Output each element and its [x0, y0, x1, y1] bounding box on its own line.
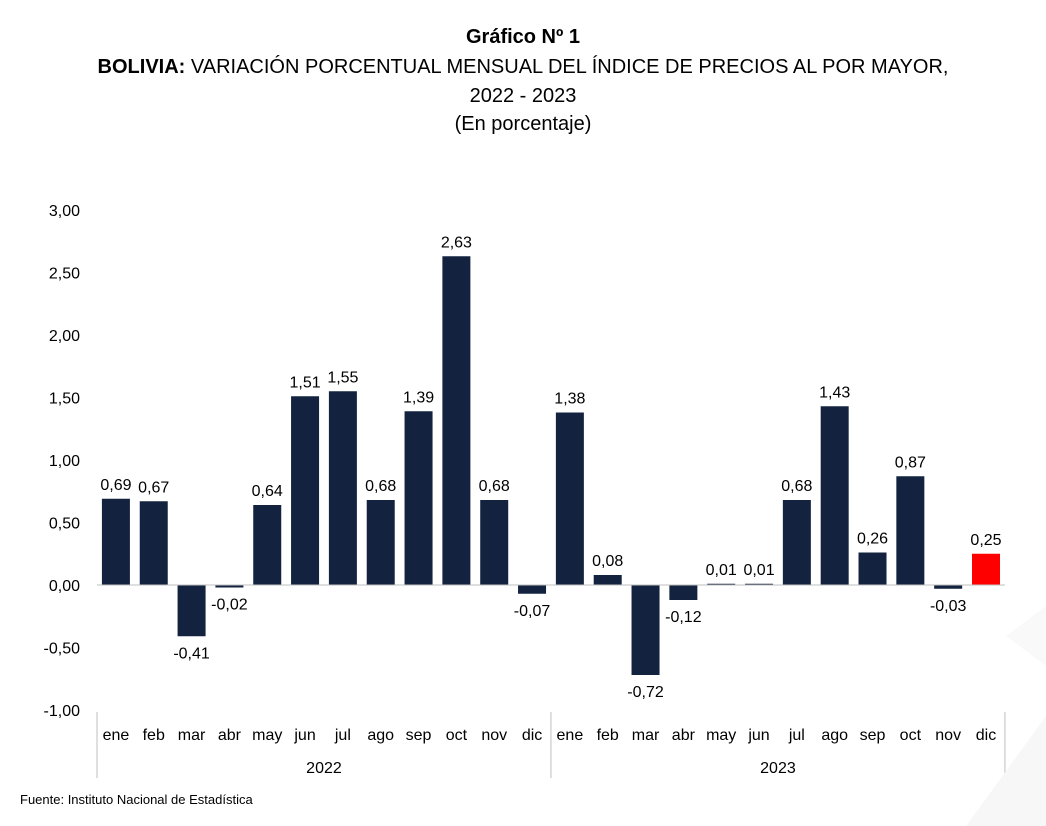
x-tick-label: feb	[143, 727, 165, 744]
bar	[631, 585, 660, 675]
y-tick-label: 1,00	[49, 453, 80, 470]
x-tick-label: jun	[293, 727, 315, 744]
bar-value-label: 0,68	[479, 478, 510, 495]
x-tick-label: oct	[446, 727, 468, 744]
bar	[177, 585, 206, 637]
x-tick-label: dic	[976, 727, 996, 744]
bar	[101, 498, 130, 585]
bar-value-label: -0,03	[930, 598, 967, 615]
year-group-label: 2023	[760, 760, 796, 777]
bar	[782, 500, 811, 585]
bar	[291, 396, 320, 585]
bar	[593, 575, 622, 585]
x-tick-label: mar	[178, 727, 206, 744]
bar-value-label: 1,51	[289, 374, 320, 391]
bar-value-label: 0,25	[970, 532, 1001, 549]
y-tick-label: -0,50	[44, 641, 81, 658]
chart-period: 2022 - 2023	[469, 85, 577, 107]
y-tick-label: -1,00	[44, 703, 81, 720]
x-tick-label: sep	[406, 727, 432, 744]
x-tick-label: ene	[557, 727, 584, 744]
bar	[518, 585, 547, 594]
bar-value-label: 0,68	[365, 478, 396, 495]
bar-value-label: -0,12	[665, 609, 702, 626]
y-tick-label: 0,00	[49, 578, 80, 595]
x-tick-label: abr	[672, 727, 696, 744]
bar-value-label: -0,02	[211, 597, 248, 614]
x-tick-label: mar	[632, 727, 660, 744]
y-tick-label: 2,00	[49, 328, 80, 345]
x-tick-label: ago	[367, 727, 394, 744]
bar	[669, 585, 698, 600]
bar	[858, 552, 887, 585]
x-tick-label: oct	[900, 727, 922, 744]
bar	[745, 583, 774, 585]
chart-title: Gráfico Nº 1	[465, 26, 580, 48]
bar	[972, 553, 1001, 585]
x-tick-label: abr	[218, 727, 242, 744]
x-tick-label: may	[706, 727, 736, 744]
bar	[404, 411, 433, 585]
y-tick-label: 3,00	[49, 203, 80, 220]
chart-subtitle-text: VARIACIÓN PORCENTUAL MENSUAL DEL ÍNDICE …	[185, 56, 949, 78]
bar	[328, 391, 357, 585]
x-tick-label: ago	[821, 727, 848, 744]
bar	[215, 585, 244, 588]
x-tick-label: ene	[103, 727, 130, 744]
x-tick-label: jun	[747, 727, 769, 744]
bar	[707, 583, 736, 585]
bar	[442, 256, 471, 585]
bar-value-label: 1,55	[327, 369, 358, 386]
bar-value-label: 0,64	[252, 483, 283, 500]
x-tick-label: dic	[522, 727, 542, 744]
bar-value-label: 0,67	[138, 479, 169, 496]
bar-value-label: 1,39	[403, 389, 434, 406]
bar-value-label: 0,08	[592, 553, 623, 570]
bar-value-label: 0,01	[743, 562, 774, 579]
bar-value-label: -0,72	[627, 684, 664, 701]
year-group-label: 2022	[306, 760, 342, 777]
x-tick-label: jul	[788, 727, 805, 744]
bar-value-label: -0,41	[173, 645, 210, 662]
bar	[934, 585, 963, 589]
y-tick-label: 0,50	[49, 516, 80, 533]
bar	[139, 501, 168, 585]
bar-value-label: 0,87	[895, 454, 926, 471]
bar-value-label: 0,69	[100, 477, 131, 494]
bar-value-label: 0,26	[857, 531, 888, 548]
bar	[253, 505, 282, 585]
bar-value-label: 2,63	[441, 234, 472, 251]
bar	[896, 476, 925, 585]
bar	[366, 500, 395, 585]
bar-value-label: 0,68	[781, 478, 812, 495]
x-tick-label: nov	[935, 727, 961, 744]
bar-value-label: 1,43	[819, 384, 850, 401]
chart-units: (En porcentaje)	[454, 113, 592, 135]
chart-subtitle-country: BOLIVIA:	[97, 56, 186, 78]
bar	[480, 500, 509, 585]
decorative-corner-shape	[966, 606, 1046, 826]
source-note: Fuente: Instituto Nacional de Estadístic…	[20, 792, 253, 807]
chart-header: Gráfico Nº 1 BOLIVIA: VARIACIÓN PORCENTU…	[0, 22, 1046, 138]
bar	[555, 412, 584, 585]
bar	[820, 406, 849, 585]
x-tick-label: feb	[597, 727, 619, 744]
x-tick-label: jul	[334, 727, 351, 744]
y-tick-label: 2,50	[49, 266, 80, 283]
x-tick-label: sep	[860, 727, 886, 744]
bar-value-label: 0,01	[706, 562, 737, 579]
y-tick-label: 1,50	[49, 391, 80, 408]
chart-subtitle: BOLIVIA: VARIACIÓN PORCENTUAL MENSUAL DE…	[0, 52, 1046, 82]
bar-value-label: 1,38	[554, 391, 585, 408]
bar-value-label: -0,07	[514, 603, 551, 620]
x-tick-label: nov	[481, 727, 507, 744]
x-tick-label: may	[252, 727, 282, 744]
